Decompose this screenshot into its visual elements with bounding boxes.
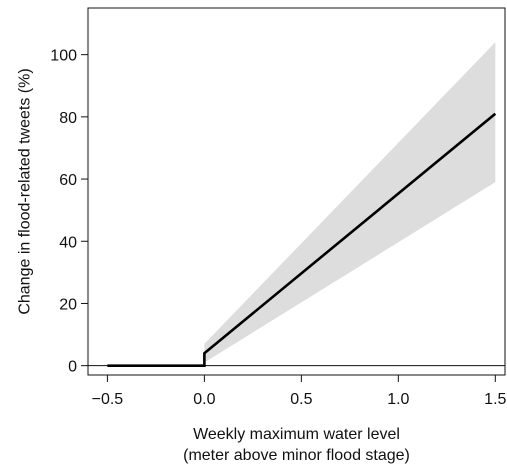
x-tick-label: −0.5 [92,391,124,408]
y-tick-label: 60 [59,172,77,189]
confidence-band-layer [204,42,496,363]
x-tick-label: 1.0 [387,391,409,408]
y-tick-label: 80 [59,110,77,127]
y-tick-label: 0 [68,359,77,376]
y-axis-title: Change in flood-related tweets (%) [17,68,34,314]
series-line-layer [107,112,497,367]
y-tick-label: 100 [50,48,77,65]
x-axis-title-line-1: Weekly maximum water level [193,426,400,443]
x-axis: −0.5 0.0 0.5 1.0 1.5 [92,375,507,408]
y-axis: 0 20 40 60 80 100 [50,48,88,376]
confidence-band [204,42,496,363]
x-tick-label: 0.0 [193,391,215,408]
x-axis-title-line-2: (meter above minor flood stage) [183,447,410,464]
x-tick-label: 1.5 [484,391,506,408]
y-tick-label: 20 [59,296,77,313]
plot-frame [87,7,506,376]
x-tick-label: 0.5 [290,391,312,408]
series-line-0 [107,112,497,367]
y-tick-label: 40 [59,234,77,251]
